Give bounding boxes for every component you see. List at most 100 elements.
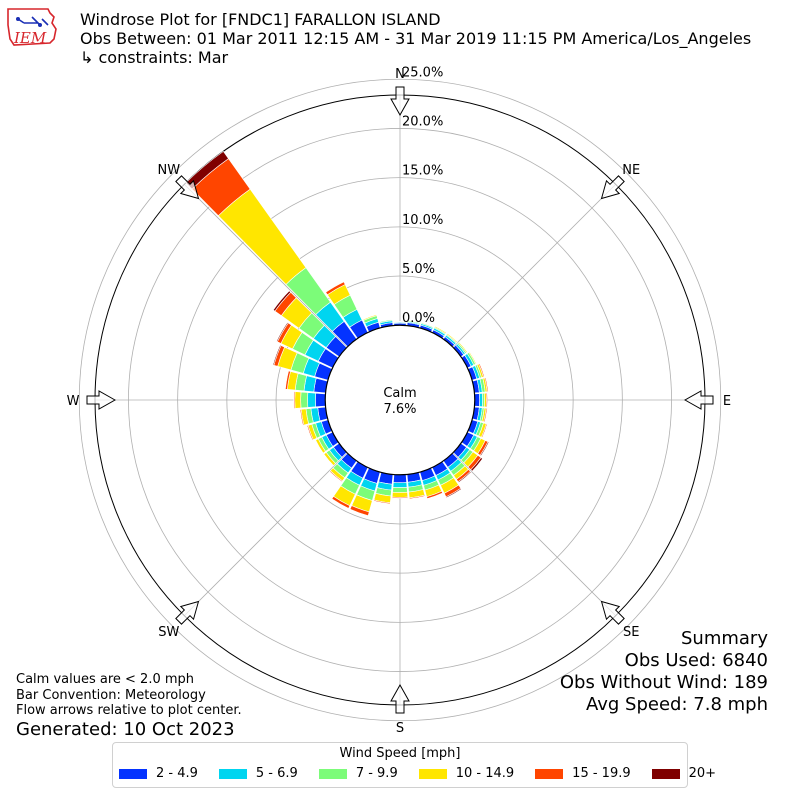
calm-value: 7.6% xyxy=(383,402,416,417)
windrose-bar-segment xyxy=(314,439,324,454)
windrose-bar-segment xyxy=(373,499,391,505)
legend: Wind Speed [mph] 2 - 4.9 5 - 6.9 7 - 9.9 10… xyxy=(112,742,716,788)
radial-grid-circle xyxy=(226,226,574,574)
windrose-bar-segment xyxy=(445,487,462,499)
legend-swatch xyxy=(119,768,147,779)
radial-tick-label: 25.0% xyxy=(402,65,443,80)
windrose-bar-segment xyxy=(393,474,407,483)
windrose-bar-segment xyxy=(307,392,316,408)
windrose-bar-segment xyxy=(391,496,409,499)
radial-grid-circle xyxy=(78,78,722,722)
legend-label: 2 - 4.9 xyxy=(156,766,198,781)
legend-item: 5 - 6.9 xyxy=(218,766,298,781)
windrose-bar-segment xyxy=(485,392,488,408)
constraints-text: ↳ constraints: Mar xyxy=(80,48,229,67)
radial-tick-label: 20.0% xyxy=(402,114,443,129)
windrose-bar-segment xyxy=(392,486,408,493)
radial-tick-label: 10.0% xyxy=(402,213,443,228)
flow-arrow xyxy=(175,175,200,200)
radial-grid-circle xyxy=(275,275,525,525)
bar-convention-note: Bar Convention: Meteorology xyxy=(16,687,206,703)
compass-label: W xyxy=(67,394,80,409)
legend-swatch xyxy=(535,768,564,779)
windrose-bar-segment xyxy=(285,370,291,390)
windrose-bar-segment xyxy=(470,457,484,472)
legend-label: 7 - 9.9 xyxy=(355,766,398,781)
legend-label: 20+ xyxy=(688,766,717,781)
logo-text: IEM xyxy=(13,29,47,47)
windrose-bar-segment xyxy=(478,363,485,378)
windrose-bar-segment xyxy=(407,320,421,325)
windrose-bar-segment xyxy=(457,471,472,484)
windrose-bar-segment xyxy=(392,482,408,488)
avg-speed: Avg Speed: 7.8 mph xyxy=(586,694,768,715)
obs-without-wind: Obs Without Wind: 189 xyxy=(559,672,768,693)
summary-block: Summary Obs Used: 6840 Obs Without Wind:… xyxy=(560,628,768,716)
windrose-bar-segment xyxy=(276,321,289,343)
calm-circle xyxy=(324,324,476,476)
windrose-bar-segment xyxy=(393,320,407,323)
windrose-bar-segment xyxy=(329,470,343,483)
windrose-bar-segment xyxy=(293,391,296,409)
iem-logo-graphic: IEM xyxy=(7,8,57,47)
windrose-bar-segment xyxy=(362,314,378,321)
windrose-bar-segment xyxy=(322,453,334,467)
windrose-bar-segment xyxy=(391,491,409,498)
legend-swatch xyxy=(418,768,447,779)
calm-note: Calm values are < 2.0 mph xyxy=(16,672,195,687)
legend-swatch xyxy=(218,768,247,779)
flow-arrow xyxy=(390,86,410,117)
legend-swatch xyxy=(651,768,680,779)
legend-item: 15 - 19.9 xyxy=(535,766,631,781)
legend-label: 5 - 6.9 xyxy=(255,766,298,781)
windrose-bar-segment xyxy=(185,150,229,190)
compass-label: SW xyxy=(158,625,179,640)
radial-tick-label: 5.0% xyxy=(402,262,435,277)
windrose-bar-segment xyxy=(294,391,302,409)
flow-arrows-note: Flow arrows relative to plot center. xyxy=(16,703,242,718)
windrose-bar-segment xyxy=(315,392,326,408)
flow-arrow xyxy=(390,683,410,714)
windrose-bar-segment xyxy=(469,351,478,365)
radial-tick-label: 0.0% xyxy=(402,311,435,326)
legend-item: 7 - 9.9 xyxy=(318,766,398,781)
legend-label: 15 - 19.9 xyxy=(572,766,631,781)
windrose-bar-segment xyxy=(483,407,488,423)
windrose-bar-segment xyxy=(457,341,468,354)
windrose-bar-segment xyxy=(272,344,282,366)
windrose-bar-segment xyxy=(325,281,346,296)
radial-grid-circle xyxy=(177,177,623,623)
windrose-bar-segment xyxy=(349,505,370,517)
calm-label: Calm xyxy=(383,386,416,401)
generated-date: Generated: 10 Oct 2023 xyxy=(16,718,235,740)
legend-item: 2 - 4.9 xyxy=(119,766,198,781)
flow-arrow xyxy=(175,600,200,625)
summary-heading: Summary xyxy=(681,628,768,649)
windrose-bar-segment xyxy=(484,377,489,393)
labels-layer: 0.0% 5.0% 10.0% 15.0% 20.0% 25.0%N NE E SE S SW W NW xyxy=(67,65,732,736)
windrose-bar-segment xyxy=(300,391,309,409)
flow-arrow xyxy=(600,175,625,200)
plot-title: Windrose Plot for [FNDC1] FARALLON ISLAN… xyxy=(80,10,441,29)
windrose-bar-segment xyxy=(426,490,443,500)
windrose-bar-segment xyxy=(479,393,483,407)
compass-label: SE xyxy=(623,625,639,640)
iem-logo: IEM xyxy=(4,5,60,51)
radial-grid-circle xyxy=(128,128,672,672)
arrows-layer xyxy=(86,86,714,714)
compass-label: E xyxy=(723,394,731,409)
windrose-bar-segment xyxy=(272,290,292,312)
legend-title: Wind Speed [mph] xyxy=(339,746,461,761)
windrose-bar-segment xyxy=(306,424,314,441)
windrose-bar-segment xyxy=(331,495,351,509)
obs-between: Obs Between: 01 Mar 2011 12:15 AM - 31 M… xyxy=(80,29,752,48)
legend-item: 10 - 14.9 xyxy=(418,766,514,781)
windrose-bar-segment xyxy=(479,441,490,457)
compass-label: NW xyxy=(157,163,180,178)
obs-used: Obs Used: 6840 xyxy=(624,650,768,671)
compass-label: S xyxy=(396,721,404,736)
title-block: Windrose Plot for [FNDC1] FARALLON ISLAN… xyxy=(80,10,751,67)
windrose-bar-segment xyxy=(299,409,305,426)
windrose-bar-segment xyxy=(420,321,434,328)
